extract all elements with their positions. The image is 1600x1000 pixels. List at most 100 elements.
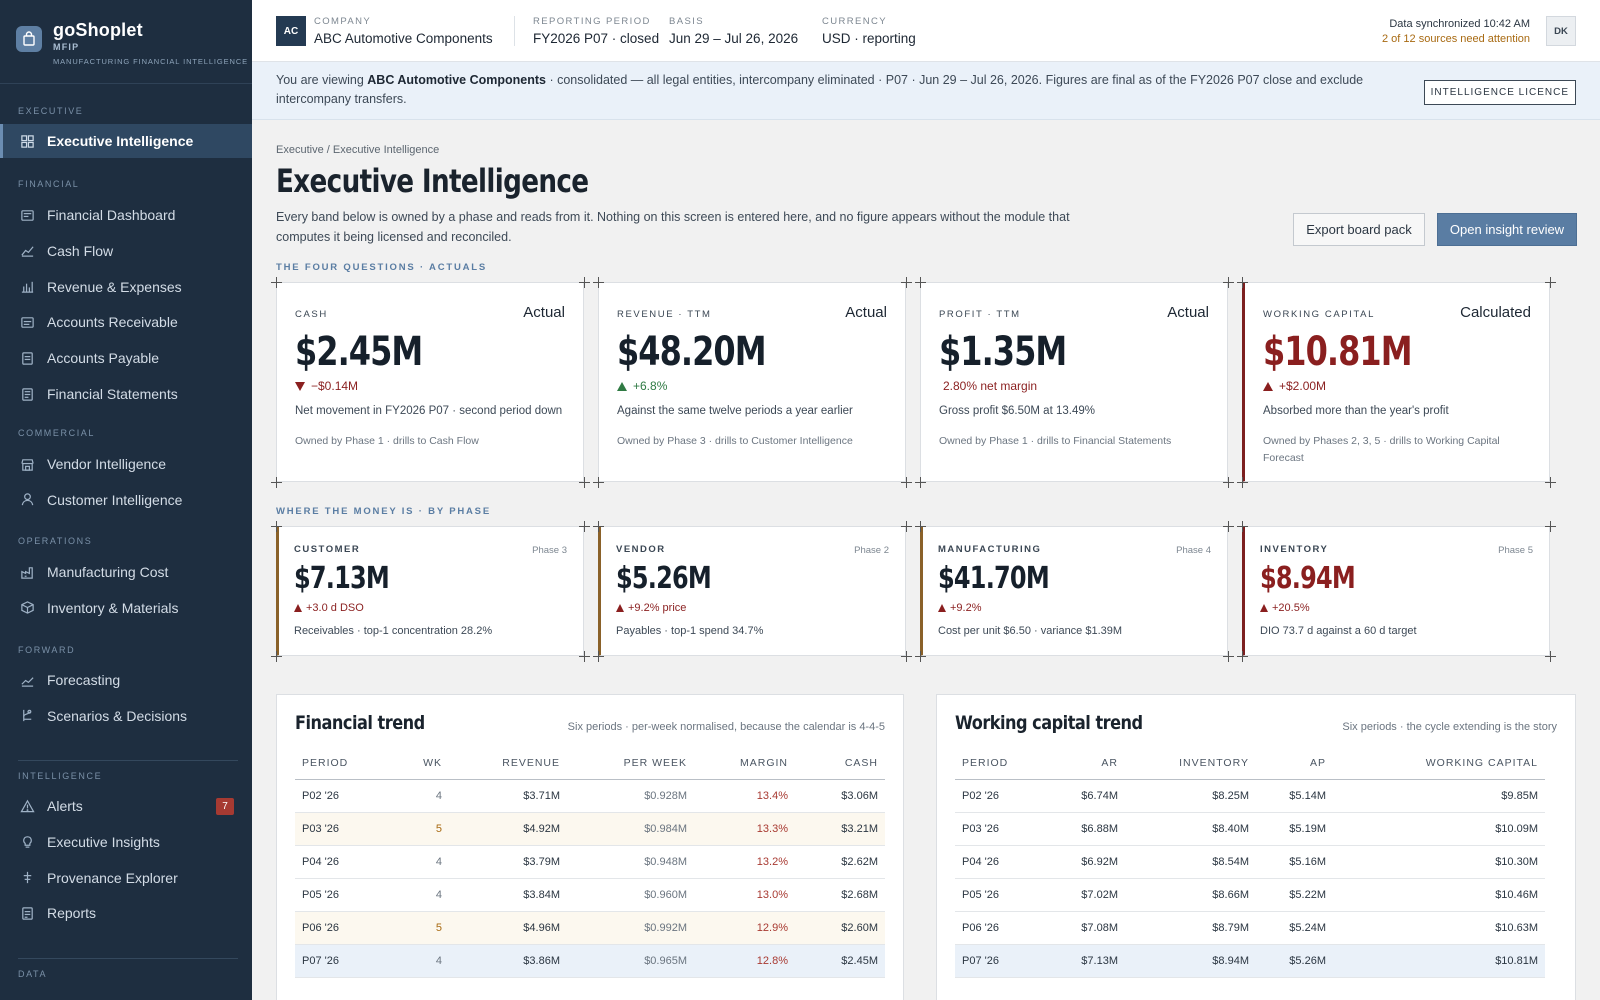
corner-mark	[1223, 651, 1234, 662]
sidebar-item-label: Customer Intelligence	[47, 491, 183, 508]
kpi-card-working[interactable]: WORKING CAPITAL Calculated $10.81M +$2.00M A…	[1242, 282, 1550, 482]
sidebar-item-vendor-intelligence[interactable]: Vendor Intelligence	[0, 447, 252, 481]
phase-card-customer[interactable]: CUSTOMER Phase 3 $7.13M +3.0 d DSO Receivabl…	[276, 526, 584, 656]
table-cell: $10.63M	[1333, 911, 1545, 945]
sidebar-item-scenarios-decisions[interactable]: Scenarios & Decisions	[0, 699, 252, 733]
table-row[interactable]: P02 '26 4 $3.71M $0.928M 13.4% $3.06M	[295, 779, 885, 813]
lightbulb-icon	[19, 834, 35, 850]
company-avatar[interactable]: AC	[276, 16, 306, 46]
column-header[interactable]: REVENUE	[449, 748, 567, 780]
corner-mark	[579, 477, 590, 488]
column-header[interactable]: MARGIN	[694, 748, 795, 780]
sidebar-item-financial-statements[interactable]: Financial Statements	[0, 377, 252, 411]
column-header[interactable]: CASH	[795, 748, 885, 780]
sidebar-item-revenue-expenses[interactable]: Revenue & Expenses	[0, 270, 252, 304]
phase-card-manufacturing[interactable]: MANUFACTURING Phase 4 $41.70M +9.2% Cost per…	[920, 526, 1228, 656]
brand[interactable]: goShoplet MFIP MANUFACTURING FINANCIAL I…	[0, 0, 252, 84]
corner-mark	[271, 477, 282, 488]
kpi-delta-text: +$2.00M	[1279, 379, 1327, 393]
sidebar-item-provenance-explorer[interactable]: Provenance Explorer	[0, 861, 252, 895]
column-header[interactable]: PERIOD	[955, 748, 1050, 780]
table-row[interactable]: P03 '26 $6.88M $8.40M $5.19M $10.09M	[955, 812, 1545, 846]
sidebar-item-accounts-payable[interactable]: Accounts Payable	[0, 341, 252, 375]
sidebar-item-financial-dashboard[interactable]: Financial Dashboard	[0, 198, 252, 232]
sidebar-item-manufacturing-cost[interactable]: Manufacturing Cost	[0, 555, 252, 589]
kpi-card-revenue[interactable]: REVENUE · TTM Actual $48.20M +6.8% Against t…	[598, 282, 906, 482]
open-insight-review-button[interactable]: Open insight review	[1437, 213, 1577, 246]
document-icon	[19, 386, 35, 402]
column-header[interactable]: WORKING CAPITAL	[1333, 748, 1545, 780]
kpi-owner[interactable]: Owned by Phase 3 · drills to Customer In…	[617, 435, 853, 447]
period-selector[interactable]: REPORTING PERIOD FY2026 P07 · closed	[533, 16, 659, 46]
user-avatar[interactable]: DK	[1546, 16, 1576, 46]
column-header[interactable]: AP	[1256, 748, 1333, 780]
kpi-owner[interactable]: Owned by Phases 2, 3, 5 · drills to Work…	[1263, 435, 1500, 464]
kpi-owner[interactable]: Owned by Phase 1 · drills to Cash Flow	[295, 435, 479, 447]
table-row[interactable]: P05 '26 $7.02M $8.66M $5.22M $10.46M	[955, 878, 1545, 912]
phase-card-inventory[interactable]: INVENTORY Phase 5 $8.94M +20.5% DIO 73.7 d a…	[1242, 526, 1550, 656]
kpi-owner[interactable]: Owned by Phase 1 · drills to Financial S…	[939, 435, 1172, 447]
sidebar-item-label: Accounts Payable	[47, 350, 160, 367]
table-cell: $8.25M	[1125, 779, 1256, 813]
table-cell: 12.8%	[694, 944, 795, 978]
export-board-pack-button[interactable]: Export board pack	[1293, 213, 1425, 246]
table-row[interactable]: P06 '26 $7.08M $8.79M $5.24M $10.63M	[955, 911, 1545, 945]
kpi-card-profit[interactable]: PROFIT · TTM Actual $1.35M 2.80% net margin…	[920, 282, 1228, 482]
sidebar-item-accounts-receivable[interactable]: Accounts Receivable	[0, 305, 252, 339]
sidebar-item-customer-intelligence[interactable]: Customer Intelligence	[0, 483, 252, 517]
sidebar-item-alerts[interactable]: Alerts 7	[0, 789, 252, 823]
company-selector[interactable]: COMPANY ABC Automotive Components	[314, 16, 493, 46]
sidebar-divider	[18, 958, 238, 959]
currency-selector[interactable]: CURRENCY USD · reporting	[822, 16, 916, 46]
kpi-label: PROFIT · TTM	[939, 309, 1021, 320]
sidebar-item-cash-flow[interactable]: Cash Flow	[0, 234, 252, 268]
sidebar-item-executive-insights[interactable]: Executive Insights	[0, 825, 252, 859]
table-row[interactable]: P07 '26 4 $3.86M $0.965M 12.8% $2.45M	[295, 944, 885, 978]
table-cell: $2.62M	[795, 845, 885, 879]
corner-mark	[579, 277, 590, 288]
sync-status[interactable]: Data synchronized 10:42 AM 2 of 12 sourc…	[1382, 17, 1530, 47]
phase-card-value: $5.26M	[616, 561, 712, 596]
table-row[interactable]: P03 '26 5 $4.92M $0.984M 13.3% $3.21M	[295, 812, 885, 846]
table-row[interactable]: P04 '26 $6.92M $8.54M $5.16M $10.30M	[955, 845, 1545, 879]
phase-card-delta-text: +20.5%	[1272, 602, 1310, 614]
sync-warning[interactable]: 2 of 12 sources need attention	[1382, 33, 1530, 45]
currency-value: USD · reporting	[822, 31, 916, 46]
table-cell: $5.19M	[1256, 812, 1333, 846]
kpi-card-cash[interactable]: CASH Actual $2.45M −$0.14M Net movement in F…	[276, 282, 584, 482]
sidebar-item-inventory-materials[interactable]: Inventory & Materials	[0, 591, 252, 625]
corner-mark	[1237, 277, 1248, 288]
corner-mark	[915, 277, 926, 288]
phase-card-vendor[interactable]: VENDOR Phase 2 $5.26M +9.2% price Payables ·…	[598, 526, 906, 656]
table-row[interactable]: P07 '26 $7.13M $8.94M $5.26M $10.81M	[955, 944, 1545, 978]
nav-section-label: COMMERCIAL	[18, 428, 96, 438]
table-cell: $6.88M	[1050, 812, 1125, 846]
table-row[interactable]: P04 '26 4 $3.79M $0.948M 13.2% $2.62M	[295, 845, 885, 879]
sidebar-item-label: Accounts Receivable	[47, 314, 178, 331]
company-value: ABC Automotive Components	[314, 31, 493, 46]
banner-suffix: · consolidated — all legal entities, int…	[276, 73, 1364, 106]
kpi-delta: 2.80% net margin	[939, 379, 1037, 393]
table-cell: $4.96M	[449, 911, 567, 945]
table-row[interactable]: P05 '26 4 $3.84M $0.960M 13.0% $2.68M	[295, 878, 885, 912]
column-header[interactable]: PERIOD	[295, 748, 395, 780]
sidebar-item-forecasting[interactable]: Forecasting	[0, 663, 252, 697]
breadcrumb[interactable]: Executive / Executive Intelligence	[276, 144, 440, 156]
column-header[interactable]: AR	[1050, 748, 1125, 780]
by-phase-label: WHERE THE MONEY IS · BY PHASE	[276, 506, 491, 517]
table-row[interactable]: P06 '26 5 $4.96M $0.992M 12.9% $2.60M	[295, 911, 885, 945]
phase-card-delta: +9.2% price	[616, 602, 686, 614]
column-header[interactable]: WK	[395, 748, 449, 780]
table-cell: $5.24M	[1256, 911, 1333, 945]
table-cell: P05 '26	[295, 878, 395, 912]
banner-company: ABC Automotive Components	[367, 73, 546, 87]
sidebar-item-reports[interactable]: Reports	[0, 896, 252, 930]
table-cell: 5	[395, 812, 449, 846]
table-cell: 13.4%	[694, 779, 795, 813]
column-header[interactable]: INVENTORY	[1125, 748, 1256, 780]
table-cell: $9.85M	[1333, 779, 1545, 813]
table-row[interactable]: P02 '26 $6.74M $8.25M $5.14M $9.85M	[955, 779, 1545, 813]
column-header[interactable]: PER WEEK	[567, 748, 694, 780]
corner-mark	[901, 277, 912, 288]
sidebar-item-executive-intelligence[interactable]: Executive Intelligence	[0, 124, 252, 158]
